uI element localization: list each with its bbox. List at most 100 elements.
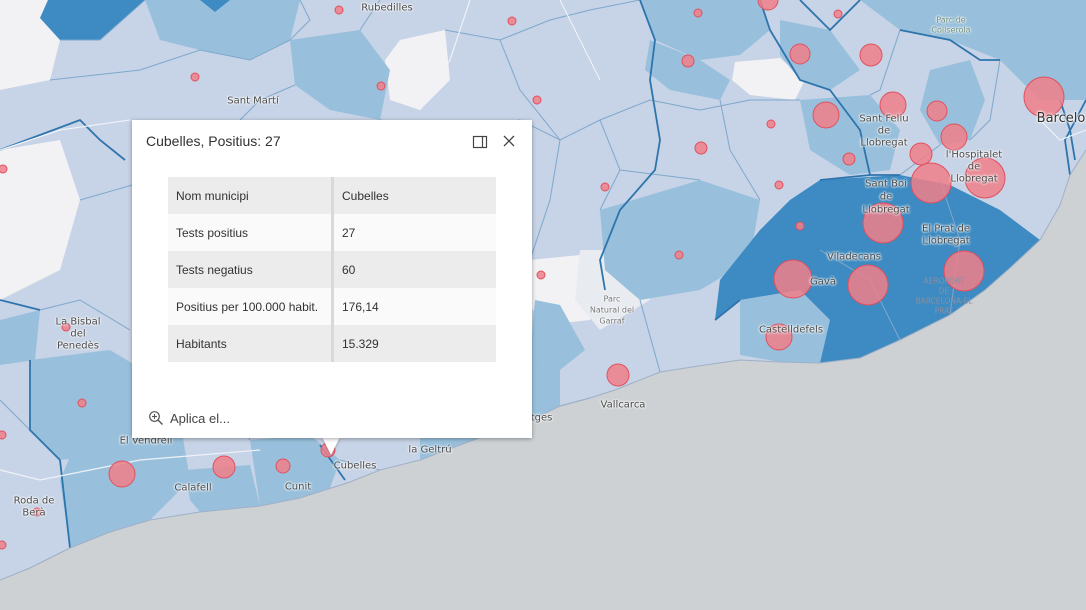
map-marker (773, 259, 813, 299)
table-row: Habitants 15.329 (168, 325, 496, 362)
map-marker (774, 180, 784, 190)
place-label: Collserola (931, 25, 971, 35)
place-label: Roda de (13, 495, 55, 507)
table-row: Positius per 100.000 habit. 176,14 (168, 288, 496, 325)
field-value: 176,14 (332, 288, 496, 325)
map-marker (909, 142, 933, 166)
map-marker (842, 152, 856, 166)
map-marker (507, 16, 517, 26)
map-marker (766, 119, 776, 129)
roads (0, 0, 1086, 481)
place-label: de (879, 191, 893, 203)
place-label: Llobregat (860, 137, 908, 149)
zoom-to-action[interactable]: Aplica el... (148, 410, 230, 426)
map-marker (879, 91, 907, 119)
map-marker (32, 507, 42, 517)
map-marker (536, 270, 546, 280)
place-label: de (967, 161, 981, 173)
map-marker (108, 460, 136, 488)
place-label: Sant Boi (865, 178, 907, 190)
map-marker (334, 5, 344, 15)
map-marker (926, 100, 948, 122)
place-label: El Vendrell (119, 435, 173, 447)
place-label: Garraf (599, 316, 625, 326)
map-marker (847, 264, 889, 306)
place-label: Cubelles (333, 460, 377, 472)
map-marker (765, 323, 793, 351)
map-marker (693, 8, 703, 18)
field-value: Cubelles (332, 177, 496, 214)
field-value: 15.329 (332, 325, 496, 362)
table-row: Tests positius 27 (168, 214, 496, 251)
place-label: Sant Feliu (859, 113, 909, 125)
place-label: Vallcarca (600, 399, 646, 411)
close-button[interactable] (499, 131, 519, 151)
place-label: AEROPORT (923, 276, 965, 286)
map-marker (681, 54, 695, 68)
map-marker (859, 43, 883, 67)
place-label: DE (938, 286, 950, 296)
dock-icon (472, 135, 488, 149)
white-area (385, 30, 450, 110)
map-marker (212, 455, 236, 479)
place-label: Cunit (284, 481, 312, 493)
map-marker (862, 202, 904, 244)
place-label: Parc (603, 294, 621, 304)
place-label: El Prat de (922, 223, 970, 235)
map-marker (190, 72, 200, 82)
map-marker (795, 221, 805, 231)
map-marker (943, 250, 985, 292)
white-area (732, 58, 805, 100)
popup-pointer (322, 437, 340, 455)
map-marker (789, 43, 811, 65)
map-marker (757, 0, 779, 11)
map-marker (61, 322, 71, 332)
dock-button[interactable] (470, 132, 490, 152)
close-icon (503, 135, 515, 147)
field-name: Nom municipi (168, 177, 334, 214)
place-label: Parc de (936, 15, 966, 25)
place-label: Calafell (174, 482, 212, 494)
place-label: Sant Martí (227, 95, 279, 107)
place-label: Llobregat (922, 235, 970, 247)
attribute-table: Nom municipi Cubelles Tests positius 27 … (168, 177, 496, 362)
table-row: Nom municipi Cubelles (168, 177, 496, 214)
case-markers (0, 0, 1065, 550)
map-marker (376, 81, 386, 91)
map-marker (606, 363, 630, 387)
map-marker (600, 182, 610, 192)
map-marker (77, 398, 87, 408)
map-marker (910, 162, 952, 204)
white-area (0, 0, 60, 90)
map-marker (275, 458, 291, 474)
map-marker (694, 141, 708, 155)
map-marker (964, 157, 1006, 199)
place-label: La Bisbal (55, 316, 101, 328)
map-marker (0, 164, 8, 174)
popup-title: Cubelles, Positius: 27 (146, 133, 281, 149)
map-marker (812, 101, 840, 129)
feature-popup: Cubelles, Positius: 27 Nom municipi Cube… (132, 120, 532, 438)
map-marker (0, 540, 7, 550)
white-area (0, 140, 80, 300)
place-label: del (70, 328, 86, 340)
place-label: PRAT (934, 306, 954, 316)
place-label: l'Hospitalet (945, 149, 1003, 161)
place-label: Gavà (810, 276, 836, 288)
place-label: Berà (22, 507, 46, 519)
field-name: Habitants (168, 325, 334, 362)
map-marker (0, 430, 7, 440)
place-label: Llobregat (950, 173, 998, 185)
place-label: BARCELONA-EL (915, 296, 973, 306)
map-marker (532, 95, 542, 105)
place-label: de (877, 125, 891, 137)
map-marker (674, 250, 684, 260)
field-name: Tests positius (168, 214, 334, 251)
place-label: Penedès (56, 340, 100, 352)
map-marker (1023, 76, 1065, 118)
field-value: 27 (332, 214, 496, 251)
place-label: Castelldefels (758, 324, 824, 336)
place-label: Rubedilles (361, 2, 413, 14)
place-label: Natural del (589, 305, 635, 315)
zoom-action-label: Aplica el... (170, 410, 230, 426)
